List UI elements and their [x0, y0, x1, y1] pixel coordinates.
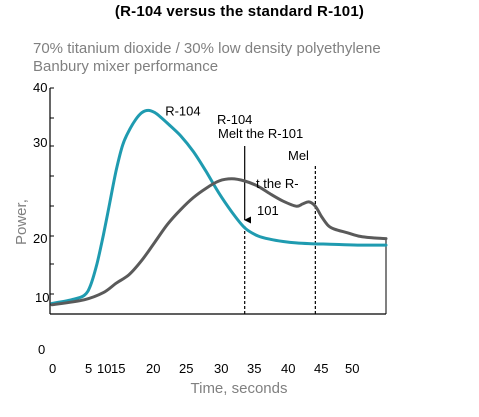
y-tick-label: 20: [33, 231, 47, 246]
x-tick-label: 10: [97, 361, 111, 376]
y-tick-label: 40: [33, 80, 47, 95]
x-tick-label: 30: [214, 361, 228, 376]
series-label-r104: R-104: [165, 104, 200, 119]
chart-subtitle-line-1: 70% titanium dioxide / 30% low density p…: [33, 40, 381, 57]
x-tick-label: 50: [345, 361, 359, 376]
chart-subtitle-line-2: Banbury mixer performance: [33, 58, 219, 75]
x-tick-label: 15: [111, 361, 125, 376]
y-tick-label: 10: [35, 290, 49, 305]
series-layer: [50, 108, 388, 307]
melt-annotation-r101-line: 101: [257, 203, 279, 218]
melt-marker-layer: [243, 146, 316, 314]
x-tick-label: 40: [281, 361, 295, 376]
y-tick-label: 30: [33, 135, 47, 150]
x-tick-label: 5: [85, 361, 92, 376]
chart-title: (R-104 versus the standard R-101): [114, 3, 365, 20]
x-tick-label: 0: [49, 361, 56, 376]
series-line-r-104: [50, 108, 388, 305]
x-tick-label: 25: [179, 361, 193, 376]
y-axis-label: Power,: [13, 199, 30, 245]
melt-annotation-r104-line: Melt the R-101: [218, 126, 303, 141]
series-line-r-101: [50, 177, 388, 307]
y-tick-label: 0: [38, 342, 45, 357]
melt-annotation-r101-line: Mel: [288, 148, 309, 163]
x-tick-label: 20: [146, 361, 160, 376]
melt-annotation-r104-line: R-104: [217, 112, 252, 127]
x-tick-label: 35: [247, 361, 261, 376]
melt-annotation-r101-line: t the R-: [256, 176, 299, 191]
x-tick-label: 45: [314, 361, 328, 376]
x-axis-label: Time, seconds: [191, 380, 288, 397]
